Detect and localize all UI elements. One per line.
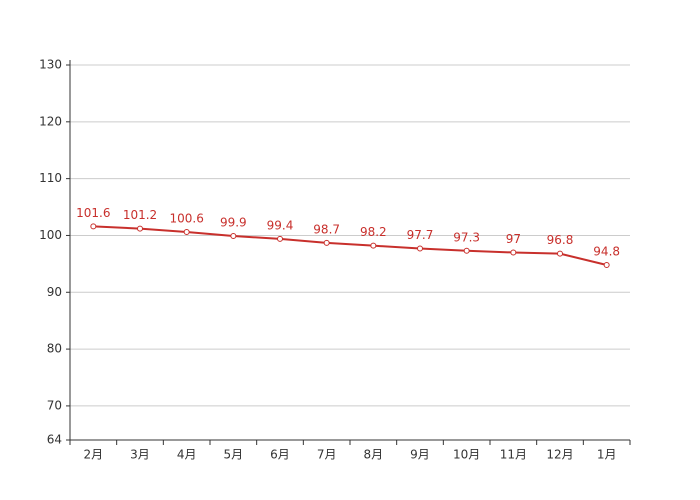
x-tick-label: 4月 <box>177 448 197 462</box>
y-tick-label: 120 <box>39 114 62 128</box>
point <box>323 239 330 246</box>
data-label: 94.8 <box>593 245 620 259</box>
data-label: 98.7 <box>313 222 340 236</box>
data-label: 101.2 <box>123 208 157 222</box>
point <box>417 245 423 252</box>
point <box>510 249 517 256</box>
x-tick-label: 11月 <box>500 448 527 462</box>
y-tick-label: 100 <box>39 228 62 242</box>
x-tick-label: 7月 <box>317 448 337 462</box>
data-label: 99.9 <box>220 216 247 230</box>
data-label: 101.6 <box>76 206 110 220</box>
y-tick-label: 130 <box>39 58 62 72</box>
x-tick-label: 9月 <box>410 448 430 462</box>
point <box>230 233 237 240</box>
x-tick-label: 2月 <box>84 448 104 462</box>
x-tick-label: 10月 <box>453 448 480 462</box>
y-tick-label: 80 <box>47 342 62 356</box>
data-label: 98.2 <box>360 225 387 239</box>
y-tick-label: 90 <box>47 285 62 299</box>
point <box>603 262 610 268</box>
x-tick-label: 1月 <box>597 448 617 462</box>
x-tick-label: 6月 <box>270 448 290 462</box>
line <box>93 225 607 266</box>
data-label: 96.8 <box>547 233 574 247</box>
point <box>463 247 470 254</box>
x-tick-label: 8月 <box>364 448 384 462</box>
x-tick-label: 12月 <box>546 448 573 462</box>
point <box>370 242 377 249</box>
data-label: 97.7 <box>407 228 434 242</box>
point <box>277 235 283 242</box>
data-label: 97.3 <box>453 230 480 244</box>
data-label: 100.6 <box>169 212 203 226</box>
point <box>183 229 190 236</box>
y-tick-label: 70 <box>47 398 62 412</box>
x-tick-label: 5月 <box>224 448 244 462</box>
y-tick-label: 110 <box>39 171 62 185</box>
data-label: 99.4 <box>267 218 294 232</box>
point <box>137 225 143 232</box>
x-tick-label: 3月 <box>130 448 150 462</box>
point <box>557 250 563 257</box>
point <box>90 223 97 230</box>
data-label: 97 <box>506 232 521 246</box>
y-tick-label: 64 <box>47 433 62 447</box>
